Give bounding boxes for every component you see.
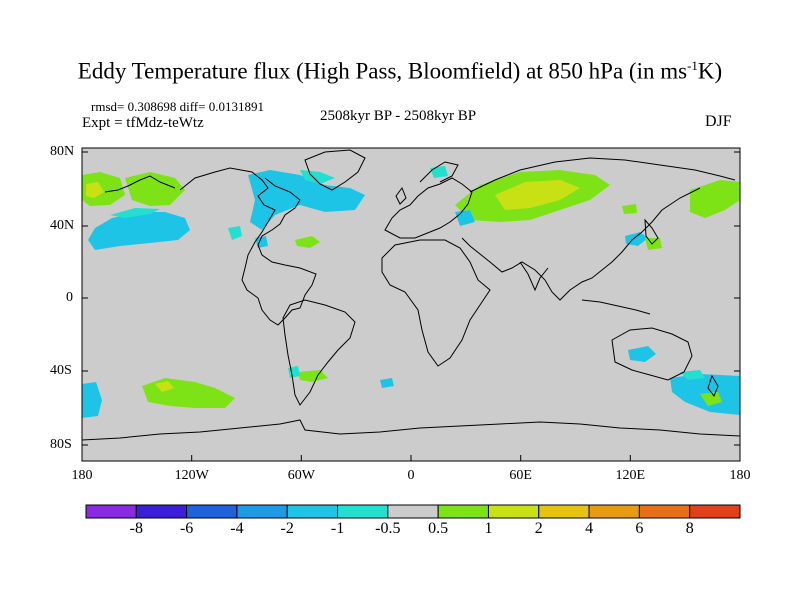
season-label: DJF bbox=[705, 113, 732, 130]
title-superscript: -1 bbox=[687, 58, 698, 73]
stats-text: rmsd= 0.308698 diff= 0.0131891 bbox=[91, 99, 264, 114]
south-indian-small-negative bbox=[380, 378, 394, 388]
colorbar-tick-label: -4 bbox=[230, 520, 244, 537]
lon-label-120e: 120E bbox=[615, 468, 646, 483]
australia-coast bbox=[611, 327, 693, 381]
colorbar-swatch bbox=[135, 504, 188, 519]
colorbar-swatch bbox=[689, 504, 741, 519]
title-main: Eddy Temperature flux (High Pass, Bloomf… bbox=[77, 58, 688, 84]
colorbar-tick-label: 1 bbox=[484, 520, 493, 537]
colorbar-tick-label: 0.5 bbox=[428, 520, 449, 537]
north-pacific-light bbox=[110, 208, 160, 218]
japan-negative bbox=[625, 232, 648, 246]
colorbar bbox=[85, 504, 741, 519]
colorbar-swatch bbox=[286, 504, 339, 519]
lon-label-180e: 180 bbox=[729, 468, 751, 483]
axis-ticks bbox=[81, 151, 741, 461]
se-pacific-negative bbox=[82, 382, 102, 418]
colorbar-swatch bbox=[236, 504, 288, 519]
south-america-positive bbox=[298, 370, 328, 382]
lon-label-180w: 180 bbox=[71, 468, 93, 483]
experiment-label: Expt = tfMdz-teWtz bbox=[82, 115, 204, 131]
period-label: 2508kyr BP - 2508kyr BP bbox=[320, 108, 477, 124]
scandinavia-coast bbox=[419, 161, 459, 183]
lon-label-0: 0 bbox=[407, 468, 415, 483]
colorbar-swatch bbox=[437, 504, 489, 519]
lat-label-80n: 80N bbox=[50, 144, 75, 159]
australia-negative bbox=[628, 346, 656, 362]
colorbar-swatch bbox=[588, 504, 640, 519]
alaska-positive-strong bbox=[86, 182, 104, 198]
alaska-coast bbox=[104, 175, 176, 193]
title-end: K) bbox=[697, 58, 723, 84]
south-indian-ocean-light bbox=[680, 370, 705, 380]
colorbar-tick-label: -6 bbox=[179, 520, 194, 537]
lat-label-80s: 80S bbox=[50, 437, 72, 452]
north-america-coast bbox=[179, 167, 317, 326]
lon-label-120w: 120W bbox=[174, 468, 209, 483]
lon-label-60e: 60E bbox=[509, 468, 532, 483]
africa-coast bbox=[381, 239, 491, 367]
east-asia-positive-small bbox=[622, 204, 637, 214]
colorbar-swatch bbox=[387, 504, 439, 519]
colorbar-swatch bbox=[638, 504, 691, 519]
coastlines bbox=[82, 149, 740, 441]
colorbar-tick-label: 8 bbox=[685, 520, 694, 537]
antarctica-coast bbox=[82, 419, 740, 441]
greenland-coast bbox=[304, 149, 366, 191]
europe-coast bbox=[384, 177, 473, 239]
map-background bbox=[82, 148, 740, 461]
colorbar-swatch bbox=[186, 504, 238, 519]
lon-label-60w: 60W bbox=[287, 468, 315, 483]
colorbar-swatch bbox=[85, 504, 137, 519]
colorbar-tick-label: 2 bbox=[534, 520, 543, 537]
atlantic-positive-blob bbox=[295, 236, 320, 248]
indonesia-coast bbox=[581, 299, 651, 315]
map-title: Eddy Temperature flux (High Pass, Bloomf… bbox=[0, 58, 800, 85]
britain-coast bbox=[395, 186, 407, 205]
south-pacific-positive-strong bbox=[155, 381, 174, 392]
north-pacific-negative bbox=[88, 212, 190, 250]
colorbar-tick-label: -0.5 bbox=[375, 520, 401, 537]
north-atlantic-negative-light bbox=[300, 170, 335, 184]
japan-coast bbox=[644, 218, 659, 245]
india-coast bbox=[519, 261, 549, 292]
colorbar-tick-label: 6 bbox=[635, 520, 644, 537]
nw-pacific-positive bbox=[690, 180, 740, 218]
lat-label-40s: 40S bbox=[50, 363, 72, 378]
greenland-negative bbox=[228, 226, 242, 240]
new-zealand-coast bbox=[707, 374, 719, 398]
colorbar-tick-label: 4 bbox=[585, 520, 594, 537]
eurasia-positive-strong bbox=[495, 180, 580, 210]
south-america-negative bbox=[288, 366, 300, 378]
colorbar-swatch bbox=[337, 504, 389, 519]
colorbar-swatch bbox=[487, 504, 540, 519]
colorbar-swatch bbox=[538, 504, 590, 519]
colorbar-tick-label: -1 bbox=[330, 520, 345, 537]
lat-label-40n: 40N bbox=[50, 218, 75, 233]
colorbar-tick-label: -2 bbox=[280, 520, 294, 537]
north-america-negative bbox=[248, 170, 365, 230]
lat-label-0: 0 bbox=[66, 290, 73, 305]
south-america-coast bbox=[282, 299, 356, 406]
colorbar-tick-label: -8 bbox=[129, 520, 143, 537]
sw-pacific-positive bbox=[700, 392, 722, 406]
